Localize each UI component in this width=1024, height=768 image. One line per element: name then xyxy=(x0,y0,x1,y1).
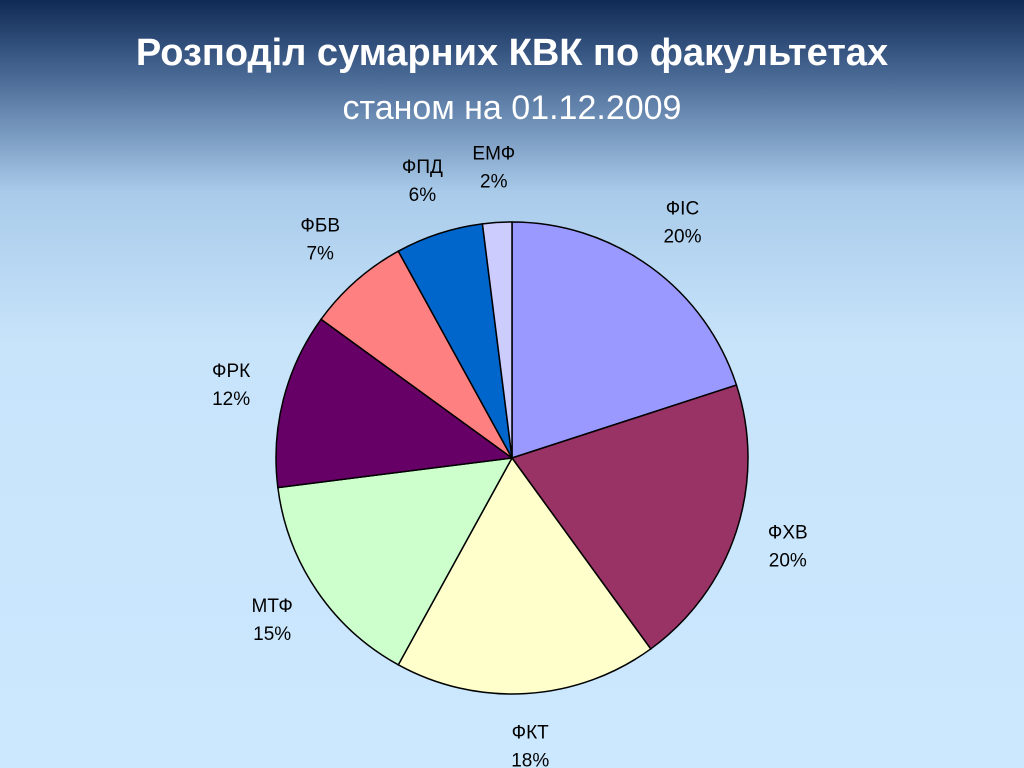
slice-category-label: ФБВ xyxy=(300,215,340,236)
slice-category-label: ФКТ xyxy=(512,722,550,743)
slice-category-label: МТФ xyxy=(252,596,293,617)
slice-category-label: ФПД xyxy=(402,157,443,178)
slice-value-label: 18% xyxy=(511,750,549,768)
chart-title: Розподіл сумарних КВК по факультетах xyxy=(136,32,888,74)
slice-value-label: 2% xyxy=(480,172,508,193)
slice-category-label: ФХВ xyxy=(768,523,808,544)
slice-value-label: 20% xyxy=(663,226,701,247)
slice-value-label: 15% xyxy=(253,624,291,645)
pie-slice xyxy=(511,221,738,460)
slice-value-label: 20% xyxy=(769,551,807,572)
slice-category-label: ФІС xyxy=(666,198,699,219)
pie-slice xyxy=(397,456,652,695)
slice-value-label: 6% xyxy=(409,185,437,206)
slice-value-label: 12% xyxy=(212,389,250,410)
slice-category-label: ФРК xyxy=(212,361,250,382)
pie-slice xyxy=(320,250,513,459)
pie-slice xyxy=(510,384,749,650)
slice-category-label: ЕМФ xyxy=(472,144,515,165)
slice-value-label: 7% xyxy=(306,243,334,264)
pie-slice xyxy=(277,457,514,666)
chart-subtitle: станом на 01.12.2009 xyxy=(343,89,682,127)
pie-slice xyxy=(275,318,514,489)
pie-slice xyxy=(481,221,513,459)
